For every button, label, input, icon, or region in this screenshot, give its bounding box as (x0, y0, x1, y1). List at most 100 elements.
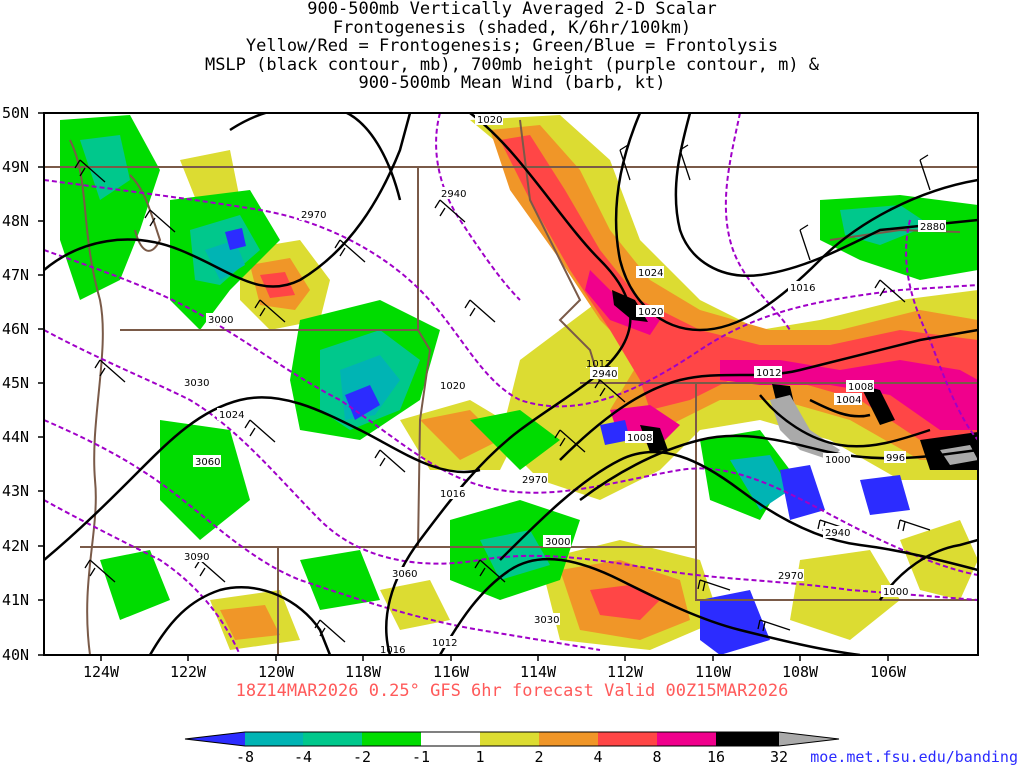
title-line: Yellow/Red = Frontogenesis; Green/Blue =… (245, 36, 779, 57)
colorbar-label: 1 (475, 748, 484, 766)
svg-text:3030: 3030 (534, 615, 559, 626)
colorbar-label: 2 (534, 748, 543, 766)
lon-label: 118W (345, 663, 382, 681)
colorbar-label: 4 (593, 748, 602, 766)
height-label: 2880 (918, 220, 946, 233)
height-label: 3090 (182, 550, 210, 563)
colorbar-label: 32 (770, 748, 788, 766)
height-label: 2970 (299, 208, 327, 221)
colorbar-label: 8 (652, 748, 661, 766)
svg-text:3060: 3060 (195, 457, 220, 468)
svg-text:1016: 1016 (440, 489, 465, 500)
title-line: 900-500mb Vertically Averaged 2-D Scalar (307, 0, 717, 19)
longitude-labels: 124W 122W 120W 118W 116W 114W 112W 110W … (83, 663, 907, 681)
lat-label: 47N (2, 266, 29, 284)
height-label: 3060 (390, 567, 418, 580)
colorbar-label: -8 (236, 748, 254, 766)
colorbar-label: 16 (707, 748, 725, 766)
colorbar-segment (421, 732, 480, 746)
lon-label: 106W (870, 663, 907, 681)
height-label: 2940 (439, 187, 467, 200)
lat-label: 50N (2, 104, 29, 122)
plot-frame (43, 112, 979, 656)
colorbar-segment (539, 732, 598, 746)
colorbar-segment (245, 732, 303, 746)
lat-label: 40N (2, 646, 29, 664)
colorbar-arrow-high (779, 732, 839, 746)
svg-text:2970: 2970 (778, 571, 803, 582)
svg-text:1016: 1016 (380, 645, 405, 656)
mslp-label: 1020 (438, 379, 466, 392)
svg-text:1000: 1000 (883, 587, 908, 598)
mslp-label: 1020 (636, 305, 664, 318)
mslp-labels: 1020 1024 1020 1024 1020 1016 1016 1016 … (217, 113, 909, 656)
height-label: 2940 (823, 526, 851, 539)
svg-text:996: 996 (886, 453, 905, 464)
colorbar-segment (716, 732, 779, 746)
height-label: 2940 (590, 367, 618, 380)
mslp-label: 1000 (823, 453, 851, 466)
svg-text:1012: 1012 (586, 359, 611, 370)
lat-label: 42N (2, 537, 29, 555)
forecast-valid-time: 18Z14MAR2026 0.25° GFS 6hr forecast Vali… (235, 681, 789, 701)
colorbar-segment (657, 732, 716, 746)
mslp-label: 996 (884, 451, 906, 464)
title-line: Frontogenesis (shaded, K/6hr/100km) (332, 17, 692, 38)
svg-text:1024: 1024 (638, 268, 663, 279)
colorbar: -8 -4 -2 -1 1 2 4 8 16 32 (184, 731, 840, 766)
colorbar-label: -4 (294, 748, 312, 766)
latitude-labels: 50N 49N 48N 47N 46N 45N 44N 43N 42N 41N … (2, 104, 29, 664)
lon-label: 124W (83, 663, 120, 681)
lat-label: 49N (2, 158, 29, 176)
lat-label: 48N (2, 212, 29, 230)
lon-label: 120W (258, 663, 295, 681)
colorbar-segment (598, 732, 657, 746)
source-credit: moe.met.fsu.edu/banding (810, 748, 1018, 766)
mslp-label: 1016 (438, 487, 466, 500)
lon-label: 108W (782, 663, 819, 681)
colorbar-label: -2 (353, 748, 371, 766)
lon-label: 116W (433, 663, 470, 681)
lon-label: 110W (695, 663, 732, 681)
svg-text:2880: 2880 (920, 222, 945, 233)
lon-label: 112W (607, 663, 644, 681)
lat-label: 43N (2, 482, 29, 500)
lon-label: 122W (170, 663, 207, 681)
height-label: 3000 (206, 313, 234, 326)
svg-text:1004: 1004 (836, 395, 861, 406)
mslp-label: 1000 (881, 585, 909, 598)
title-line: 900-500mb Mean Wind (barb, kt) (358, 73, 666, 94)
height-labels: 2970 2940 2880 3000 3030 3060 2940 2970 … (182, 187, 946, 626)
height-label: 3000 (543, 535, 571, 548)
colorbar-segment (303, 732, 362, 746)
svg-text:1008: 1008 (627, 433, 652, 444)
height-contours (44, 113, 978, 655)
svg-text:2940: 2940 (825, 528, 850, 539)
mslp-label: 1008 (846, 380, 874, 393)
height-label: 2970 (776, 569, 804, 582)
mslp-label: 1012 (586, 359, 611, 370)
svg-text:1012: 1012 (756, 368, 781, 379)
svg-text:3000: 3000 (208, 315, 233, 326)
wind-barbs (74, 144, 931, 643)
svg-text:1020: 1020 (477, 115, 502, 126)
lat-label: 41N (2, 591, 29, 609)
map-title: 900-500mb Vertically Averaged 2-D Scalar… (0, 0, 1024, 93)
svg-text:3060: 3060 (392, 569, 417, 580)
height-label: 3030 (532, 613, 560, 626)
mslp-label: 1024 (636, 266, 664, 279)
mslp-label: 1012 (754, 366, 782, 379)
axis-ticks (38, 112, 889, 661)
svg-text:1000: 1000 (825, 455, 850, 466)
svg-text:3000: 3000 (545, 537, 570, 548)
svg-text:1020: 1020 (638, 307, 663, 318)
mslp-label: 1020 (475, 113, 503, 126)
svg-text:1012: 1012 (432, 638, 457, 649)
svg-text:2940: 2940 (441, 189, 466, 200)
height-label: 3030 (182, 376, 210, 389)
svg-text:2970: 2970 (522, 475, 547, 486)
mslp-label: 1004 (834, 393, 862, 406)
mslp-label: 1012 (430, 636, 458, 649)
lat-label: 44N (2, 428, 29, 446)
